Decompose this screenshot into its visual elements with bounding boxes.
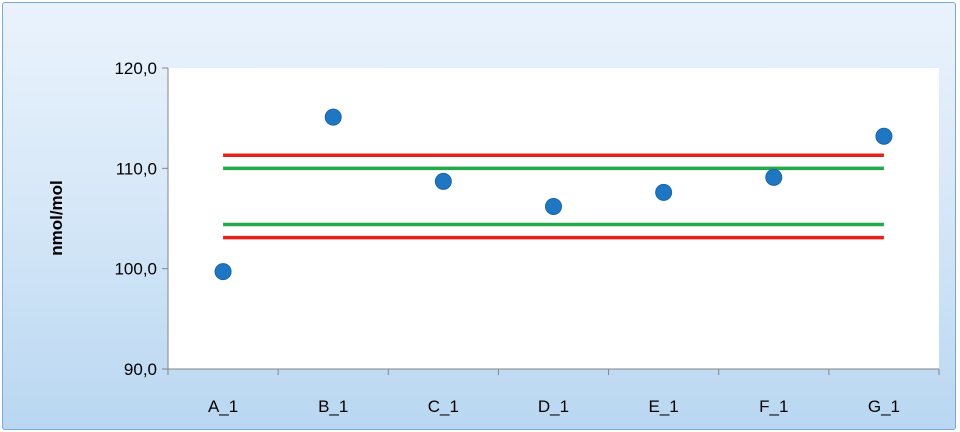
data-point	[765, 168, 783, 186]
data-point	[655, 183, 673, 201]
x-tick-label: F_1	[759, 397, 788, 416]
data-point	[324, 108, 342, 126]
x-tick-label: E_1	[649, 397, 679, 416]
x-tick-label: D_1	[538, 397, 569, 416]
reference-lines	[223, 153, 884, 240]
y-tick-label: 100,0	[114, 260, 157, 279]
y-tick-label: 110,0	[116, 159, 157, 178]
y-tick-label: 90,0	[124, 360, 157, 379]
data-point	[214, 263, 232, 281]
data-point	[434, 172, 452, 190]
x-tick-label: B_1	[318, 397, 348, 416]
y-axis-title: nmol/mol	[47, 180, 66, 256]
x-tick-label: C_1	[428, 397, 459, 416]
y-tick-label: 120,0	[114, 59, 157, 78]
data-points	[214, 108, 893, 281]
x-tick-label: A_1	[208, 397, 238, 416]
x-ticks: A_1 B_1 C_1 D_1 E_1 F_1 G_1	[167, 369, 940, 416]
axes	[167, 68, 939, 370]
data-point	[875, 127, 893, 145]
plot-area	[168, 68, 939, 369]
y-ticks: 90,0 100,0 110,0 120,0	[114, 59, 168, 379]
data-point	[545, 197, 562, 215]
x-tick-label: G_1	[868, 397, 900, 416]
